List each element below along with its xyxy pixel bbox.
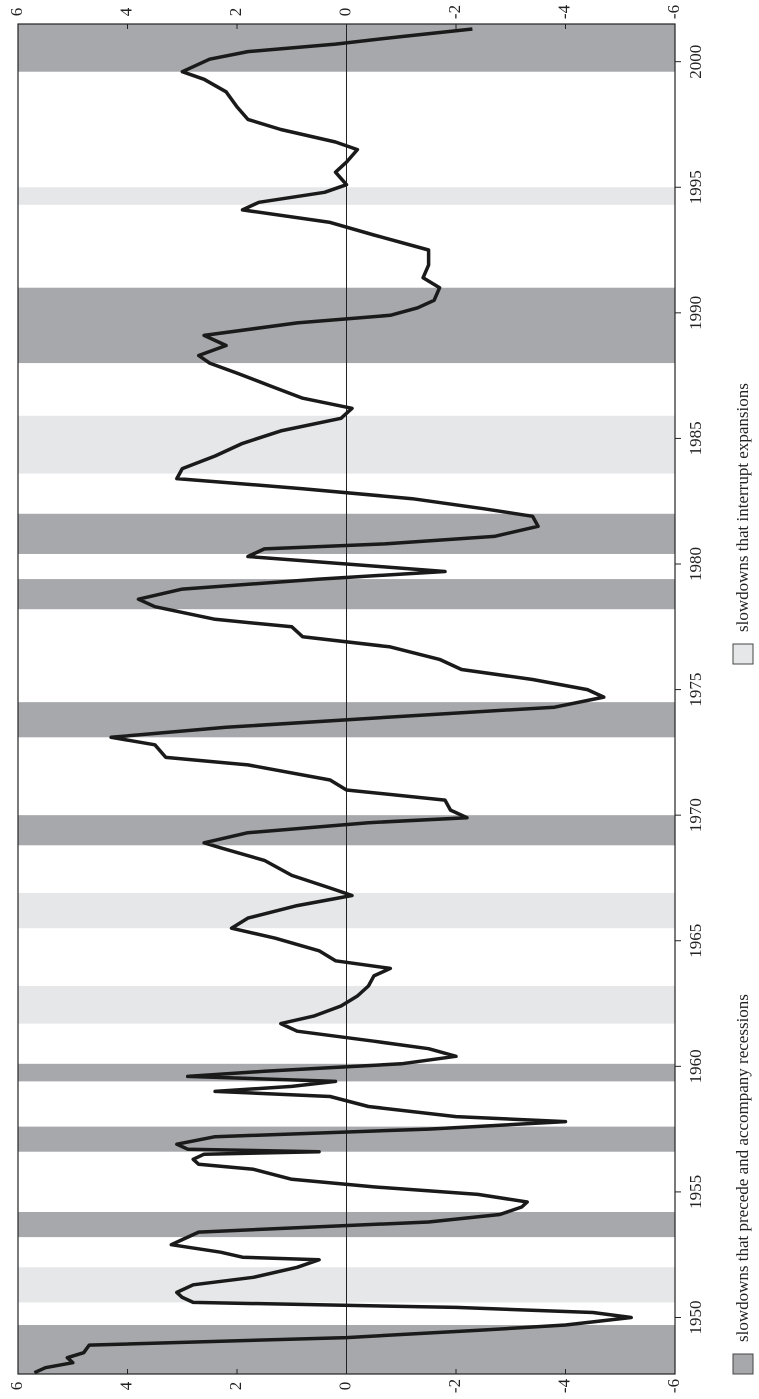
y-tick-label: 2 (226, 8, 245, 17)
legend-label: slowdowns that interrupt expansions (733, 383, 752, 632)
y-tick-label: -6 (664, 1379, 683, 1393)
y-tick-label: -4 (554, 4, 573, 19)
series-line (33, 27, 633, 1375)
y-tick-label: -6 (664, 5, 683, 19)
x-tick-label: 2000 (686, 45, 705, 79)
x-tick-label: 1990 (686, 296, 705, 330)
y-tick-label: 4 (116, 1381, 135, 1390)
x-tick-label: 1970 (686, 798, 705, 832)
plot-frame (17, 23, 676, 1375)
legend-swatch (732, 1353, 754, 1375)
y-tick-label: 0 (335, 1382, 354, 1391)
x-tick-label: 1965 (686, 924, 705, 958)
x-tick-label: 1950 (686, 1300, 705, 1334)
y-tick-label: -2 (445, 5, 464, 19)
x-tick-label: 1980 (686, 547, 705, 581)
x-tick-label: 1975 (686, 673, 705, 707)
y-tick-label: 6 (7, 1382, 26, 1391)
x-tick-label: 1955 (686, 1175, 705, 1209)
x-tick-label: 1995 (686, 170, 705, 204)
rotated-chart: -6 -6 -4 -4 -2 -2 0 0 2 2 4 4 6 6 1950 1955 1960 1965 1970… (7, 4, 754, 1393)
legend-swatch (732, 643, 754, 665)
y-tick-label: -4 (554, 1378, 573, 1393)
y-tick-label: -2 (445, 1379, 464, 1393)
x-tick-label: 1960 (686, 1049, 705, 1083)
y-tick-label: 4 (116, 7, 135, 16)
legend-label: slowdowns that precede and accompany rec… (733, 994, 752, 1342)
y-tick-label: 6 (7, 8, 26, 17)
x-tick-label: 1985 (686, 421, 705, 455)
y-tick-label: 0 (335, 8, 354, 17)
y-tick-label: 2 (226, 1382, 245, 1391)
